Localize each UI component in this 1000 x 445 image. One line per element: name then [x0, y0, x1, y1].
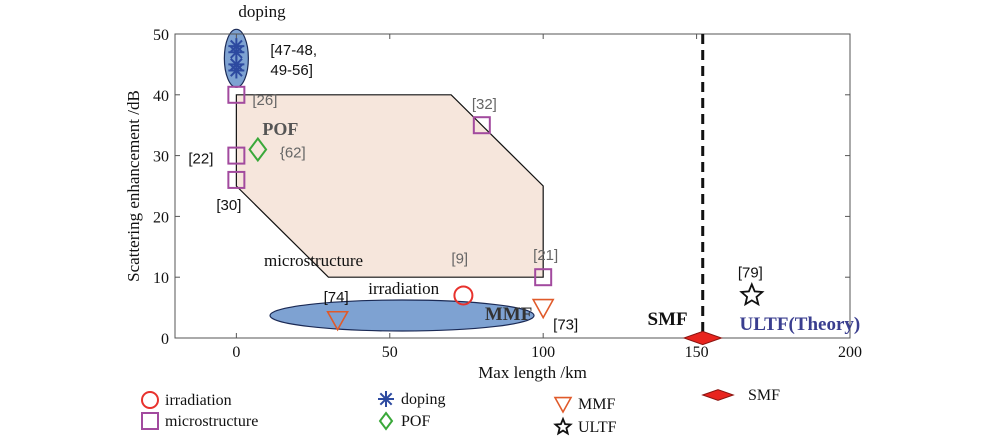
point-pof-0	[248, 136, 268, 163]
legend-marker-doping	[378, 391, 394, 407]
asterisk-stroke	[229, 64, 243, 77]
square-shape	[227, 146, 246, 165]
point-ultf-0	[739, 282, 765, 307]
legend-item-smf: SMF	[701, 387, 780, 404]
legend-label: irradiation	[165, 392, 232, 409]
legend-marker-ultf	[553, 416, 573, 436]
legend-label: SMF	[748, 387, 780, 404]
legend-item-ultf: ULTF	[553, 416, 617, 436]
point-microstructure-1	[472, 116, 491, 135]
x-tick-label: 150	[685, 344, 709, 361]
y-tick-label: 40	[153, 88, 169, 105]
y-tick-label: 10	[153, 270, 169, 287]
star-shape	[739, 282, 765, 307]
legend-item-microstructure: microstructure	[141, 412, 258, 430]
triangle-shape	[553, 396, 573, 414]
reference-label: [73]	[553, 317, 578, 334]
circle-shape	[141, 391, 159, 409]
filled-diamond-shape	[701, 389, 735, 401]
legend-item-mmf: MMF	[553, 396, 615, 414]
x-tick-label: 100	[531, 344, 555, 361]
x-tick-label: 50	[382, 344, 398, 361]
plot-frame	[174, 33, 851, 339]
reference-label: {62]	[280, 145, 306, 162]
square-shape	[534, 268, 553, 287]
legend-marker-irradiation	[141, 391, 159, 409]
point-microstructure-2	[227, 146, 246, 165]
reference-label: [74]	[324, 289, 349, 306]
reference-label: [21]	[533, 247, 558, 264]
legend-label: doping	[401, 391, 445, 408]
axes-layer: 0 50 100 150 200 0 10 20 30 40 50	[153, 27, 862, 361]
reference-label: [32]	[472, 96, 497, 113]
point-irradiation-0	[453, 285, 474, 306]
x-tick-label: 0	[232, 344, 240, 361]
annotation-mmf: MMF	[485, 304, 532, 325]
text-layer: Max length /km Scattering enhancement /d…	[124, 2, 860, 382]
point-mmf-0	[326, 310, 349, 332]
legend-item-pof: POF	[378, 411, 430, 431]
legend: irradiation microstructure doping POF MMF ULT…	[141, 387, 780, 436]
y-tick-label: 50	[153, 27, 169, 44]
diamond-shape	[378, 411, 394, 431]
legend-marker-smf	[701, 389, 735, 401]
reference-label: [26]	[252, 92, 277, 109]
y-tick-label: 0	[161, 331, 169, 348]
annotation-microstructure: microstructure	[264, 251, 363, 270]
reference-label: [9]	[451, 250, 468, 267]
star-shape	[553, 416, 573, 436]
legend-item-doping: doping	[378, 391, 445, 408]
legend-item-irradiation: irradiation	[141, 391, 232, 409]
annotation-smf: SMF	[648, 309, 688, 330]
triangle-shape	[531, 298, 555, 320]
legend-label: ULTF	[578, 419, 617, 436]
legend-marker-microstructure	[141, 412, 159, 430]
annotation-doping-ref-1: [47-48,	[270, 42, 317, 59]
asterisk-stroke	[229, 45, 243, 59]
legend-label: POF	[401, 413, 430, 430]
plot-background-layer	[223, 28, 544, 332]
annotation-doping: doping	[238, 2, 286, 21]
point-smf-0	[682, 330, 723, 346]
point-mmf-1	[531, 298, 555, 320]
marks-layer: [9] [26] [32] [22] [30] [21] {62] [74] [73] [79]	[188, 38, 765, 346]
square-shape	[472, 116, 491, 135]
annotation-doping-ref-2: 49-56]	[270, 62, 313, 79]
x-tick-label: 200	[838, 344, 862, 361]
circle-shape	[453, 285, 474, 306]
y-axis-label: Scattering enhancement /dB	[124, 90, 143, 282]
square-shape	[227, 85, 246, 104]
y-tick-label: 30	[153, 149, 169, 166]
point-microstructure-0	[227, 85, 246, 104]
y-tick-label: 20	[153, 209, 169, 226]
reference-label: [79]	[738, 264, 763, 281]
square-shape	[227, 170, 246, 189]
legend-marker-pof	[378, 411, 394, 431]
legend-label: MMF	[578, 396, 615, 413]
filled-diamond-shape	[682, 330, 723, 346]
reference-label: [30]	[216, 197, 241, 214]
annotation-pof: POF	[262, 119, 298, 139]
legend-label: microstructure	[165, 413, 258, 430]
annotation-irradiation: irradiation	[368, 279, 439, 298]
diamond-shape	[248, 136, 268, 163]
reference-label: [22]	[188, 151, 213, 168]
x-axis-label: Max length /km	[478, 363, 587, 382]
point-microstructure-4	[534, 268, 553, 287]
square-shape	[141, 412, 159, 430]
annotation-ultf-theory: ULTF(Theory)	[740, 314, 861, 335]
microstructure-region	[235, 94, 544, 278]
point-doping-3	[228, 62, 245, 79]
asterisk-stroke	[379, 392, 393, 406]
triangle-shape	[326, 310, 349, 332]
mmf-ellipse	[269, 299, 535, 332]
legend-marker-mmf	[553, 396, 573, 414]
point-microstructure-3	[227, 170, 246, 189]
